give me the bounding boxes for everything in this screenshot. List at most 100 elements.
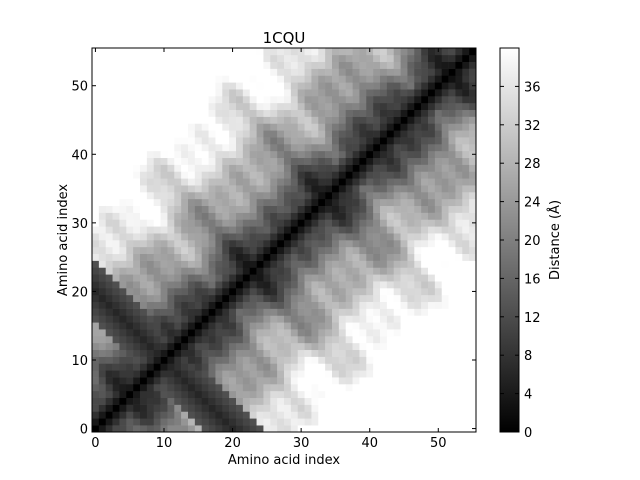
heatmap-cell: [393, 246, 401, 255]
heatmap-cell: [304, 178, 312, 186]
heatmap-cell: [297, 137, 305, 145]
heatmap-cell: [270, 212, 278, 220]
colorbar-label: Distance (Å): [547, 200, 563, 280]
heatmap-cell: [297, 96, 305, 104]
heatmap-cell: [256, 212, 264, 220]
heatmap-cell: [407, 418, 415, 426]
heatmap-cell: [242, 157, 251, 165]
heatmap-cell: [338, 68, 347, 76]
heatmap-cell: [270, 75, 278, 83]
heatmap-cell: [208, 260, 216, 268]
heatmap-cell: [428, 397, 436, 405]
heatmap-cell: [181, 281, 189, 289]
heatmap-cell: [98, 240, 107, 248]
heatmap-cell: [174, 144, 182, 152]
heatmap-cell: [263, 342, 271, 351]
heatmap-cell: [126, 336, 134, 344]
heatmap-cell: [428, 384, 436, 392]
heatmap-cell: [249, 48, 257, 56]
heatmap-cell: [304, 185, 312, 193]
heatmap-cell: [270, 281, 278, 289]
heatmap-cell: [140, 48, 148, 56]
heatmap-cell: [229, 144, 237, 152]
heatmap-cell: [400, 342, 408, 351]
heatmap-cell: [188, 308, 196, 316]
heatmap-cell: [290, 68, 299, 76]
heatmap-cell: [428, 205, 436, 213]
heatmap-cell: [146, 205, 155, 213]
heatmap-cell: [256, 171, 264, 179]
heatmap-cell: [242, 233, 251, 241]
heatmap-cell: [188, 212, 196, 220]
heatmap-cell: [105, 336, 113, 344]
heatmap-cell: [126, 164, 134, 172]
heatmap-cell: [194, 157, 203, 165]
heatmap-cell: [105, 363, 113, 371]
heatmap-cell: [290, 370, 299, 378]
heatmap-cell: [208, 356, 216, 364]
heatmap-cell: [188, 329, 196, 337]
heatmap-cell: [222, 102, 230, 111]
heatmap-cell: [400, 219, 408, 227]
heatmap-cell: [194, 288, 203, 296]
heatmap-cell: [160, 308, 168, 316]
heatmap-cell: [153, 356, 161, 364]
heatmap-cell: [112, 109, 120, 117]
heatmap-cell: [297, 322, 305, 330]
heatmap-cell: [441, 75, 449, 83]
heatmap-cell: [325, 267, 333, 275]
heatmap-cell: [434, 89, 443, 97]
heatmap-cell: [407, 411, 415, 419]
heatmap-cell: [359, 96, 367, 104]
heatmap-cell: [380, 192, 388, 200]
heatmap-cell: [366, 192, 374, 200]
heatmap-cell: [146, 75, 155, 83]
heatmap-cell: [462, 240, 470, 248]
heatmap-cell: [215, 144, 223, 152]
heatmap-cell: [393, 240, 401, 248]
heatmap-cell: [386, 349, 395, 357]
heatmap-cell: [167, 226, 175, 234]
heatmap-cell: [126, 102, 134, 111]
heatmap-cell: [441, 240, 449, 248]
heatmap-cell: [181, 54, 189, 63]
heatmap-cell: [140, 425, 148, 433]
heatmap-cell: [201, 157, 209, 165]
heatmap-cell: [236, 377, 244, 385]
heatmap-cell: [119, 192, 127, 200]
heatmap-cell: [174, 192, 182, 200]
heatmap-cell: [153, 123, 161, 131]
heatmap-cell: [338, 137, 347, 145]
heatmap-cell: [167, 260, 175, 268]
heatmap-cell: [332, 171, 340, 179]
heatmap-cell: [386, 219, 395, 227]
heatmap-cell: [304, 418, 312, 426]
heatmap-cell: [325, 205, 333, 213]
heatmap-cell: [256, 384, 264, 392]
heatmap-cell: [249, 164, 257, 172]
heatmap-cell: [119, 390, 127, 399]
heatmap-cell: [380, 54, 388, 63]
heatmap-cell: [133, 288, 141, 296]
heatmap-cell: [380, 185, 388, 193]
heatmap-cell: [194, 68, 203, 76]
heatmap-cell: [393, 89, 401, 97]
heatmap-cell: [229, 418, 237, 426]
heatmap-cell: [98, 288, 107, 296]
heatmap-cell: [181, 246, 189, 255]
heatmap-cell: [188, 384, 196, 392]
heatmap-cell: [140, 356, 148, 364]
heatmap-cell: [119, 411, 127, 419]
heatmap-cell: [112, 150, 120, 159]
heatmap-cell: [146, 61, 155, 69]
x-tick-label: 40: [361, 436, 378, 451]
heatmap-cell: [469, 102, 477, 111]
plot-frame: [91, 47, 477, 433]
heatmap-cell: [105, 390, 113, 399]
heatmap-cell: [174, 102, 182, 111]
x-tick-label: 10: [156, 436, 173, 451]
heatmap-cell: [249, 308, 257, 316]
heatmap-cell: [188, 425, 196, 433]
heatmap-cell: [119, 178, 127, 186]
heatmap-cell: [284, 315, 292, 323]
